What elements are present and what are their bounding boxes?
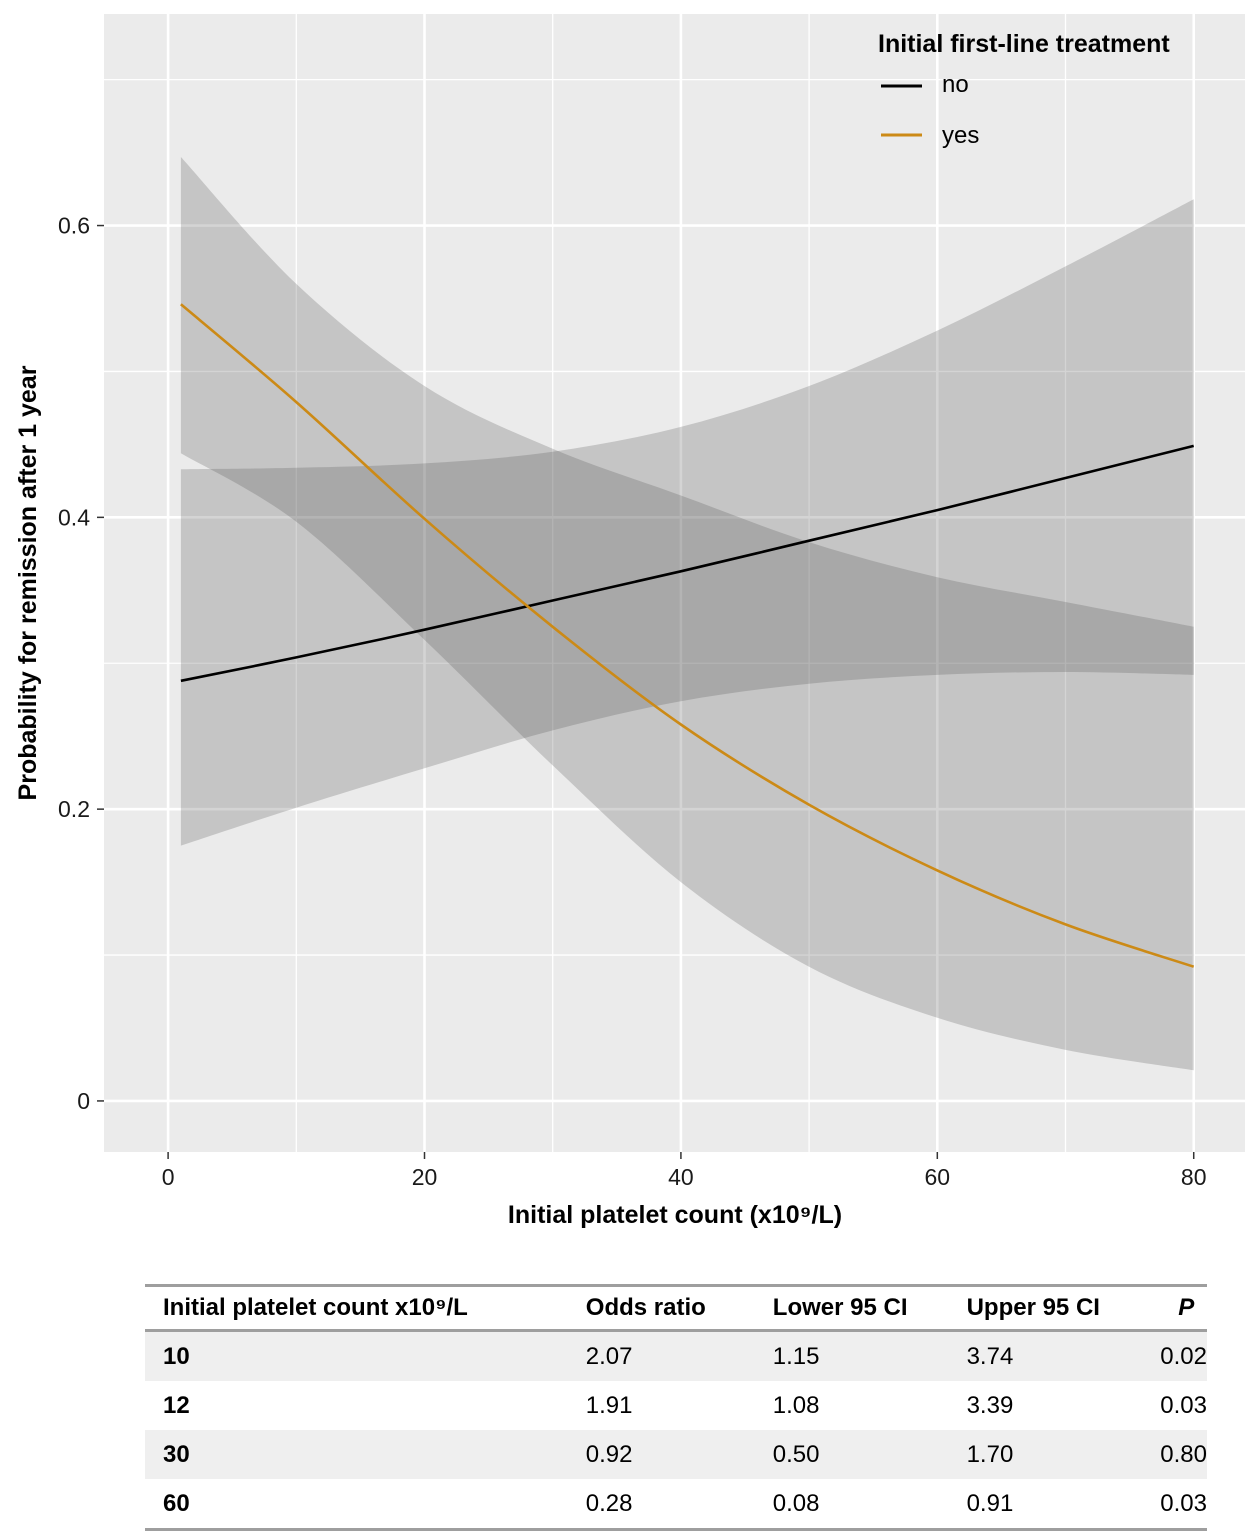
- confidence-band-no: [180, 199, 1194, 846]
- grid-minor: [104, 14, 1245, 1152]
- cell-platelet-count: 12: [163, 1391, 190, 1419]
- cell-lower-ci: 1.08: [772, 1391, 820, 1419]
- confidence-bands: [180, 157, 1194, 1071]
- table-row: 60 0.28 0.08 0.91 0.03: [145, 1479, 1207, 1530]
- header-p-value: P: [1178, 1294, 1195, 1321]
- cell-platelet-count: 30: [163, 1440, 190, 1468]
- x-tick-label: 40: [668, 1164, 694, 1190]
- legend-title: Initial first-line treatment: [878, 30, 1170, 58]
- cell-upper-ci: 0.91: [966, 1489, 1014, 1517]
- y-axis-title: Probability for remission after 1 year: [14, 365, 42, 800]
- y-tick-label: 0.4: [58, 504, 90, 530]
- y-axis-ticks: 0 0.2 0.4 0.6: [58, 213, 104, 1114]
- cell-odds-ratio: 0.92: [585, 1440, 633, 1468]
- header-odds-ratio: Odds ratio: [585, 1294, 706, 1321]
- cell-upper-ci: 1.70: [966, 1440, 1014, 1468]
- legend-label-yes: yes: [942, 122, 979, 149]
- y-tick-label: 0.2: [58, 796, 90, 822]
- x-tick-label: 60: [925, 1164, 951, 1190]
- header-lower-ci: Lower 95 CI: [772, 1294, 908, 1321]
- cell-upper-ci: 3.74: [966, 1342, 1014, 1370]
- series-line-yes: [180, 303, 1195, 968]
- cell-platelet-count: 10: [163, 1342, 190, 1370]
- y-tick-label: 0.6: [58, 213, 90, 239]
- x-axis-ticks: 0 20 40 60 80: [162, 1152, 1207, 1190]
- cell-odds-ratio: 1.91: [585, 1391, 633, 1419]
- cell-odds-ratio: 2.07: [585, 1342, 633, 1370]
- cell-lower-ci: 1.15: [772, 1342, 820, 1370]
- confidence-band-yes: [180, 157, 1194, 1071]
- legend-label-no: no: [942, 71, 969, 98]
- grid-major: [104, 14, 1245, 1152]
- probability-chart: 0 20 40 60 80 0 0.2 0.4 0.6 Initial platelet co…: [14, 14, 1245, 1229]
- cell-upper-ci: 3.39: [966, 1391, 1014, 1419]
- cell-p-value: 0.02: [1160, 1342, 1207, 1370]
- legend: Initial first-line treatment no yes: [878, 30, 1170, 149]
- x-axis-title: Initial platelet count (x10⁹/L): [508, 1201, 842, 1229]
- table-row: 12 1.91 1.08 3.39 0.03: [145, 1381, 1207, 1430]
- cell-platelet-count: 60: [163, 1489, 190, 1517]
- x-tick-label: 80: [1181, 1164, 1207, 1190]
- table-header-row: Initial platelet count x10⁹/L Odds ratio…: [145, 1285, 1207, 1331]
- odds-ratio-table: Initial platelet count x10⁹/L Odds ratio…: [145, 1284, 1207, 1531]
- cell-lower-ci: 0.50: [772, 1440, 820, 1468]
- header-upper-ci: Upper 95 CI: [966, 1294, 1100, 1321]
- series-lines: [180, 303, 1195, 968]
- y-tick-label: 0: [77, 1088, 90, 1114]
- series-line-no: [180, 444, 1195, 683]
- cell-odds-ratio: 0.28: [585, 1489, 633, 1517]
- header-platelet-count: Initial platelet count x10⁹/L: [163, 1294, 468, 1321]
- table-row: 10 2.07 1.15 3.74 0.02: [145, 1330, 1207, 1381]
- x-tick-label: 20: [412, 1164, 438, 1190]
- cell-p-value: 0.80: [1160, 1440, 1207, 1468]
- table-row: 30 0.92 0.50 1.70 0.80: [145, 1430, 1207, 1479]
- cell-p-value: 0.03: [1160, 1489, 1207, 1517]
- cell-p-value: 0.03: [1160, 1391, 1207, 1419]
- cell-lower-ci: 0.08: [772, 1489, 820, 1517]
- x-tick-label: 0: [162, 1164, 175, 1190]
- plot-panel: [104, 14, 1245, 1152]
